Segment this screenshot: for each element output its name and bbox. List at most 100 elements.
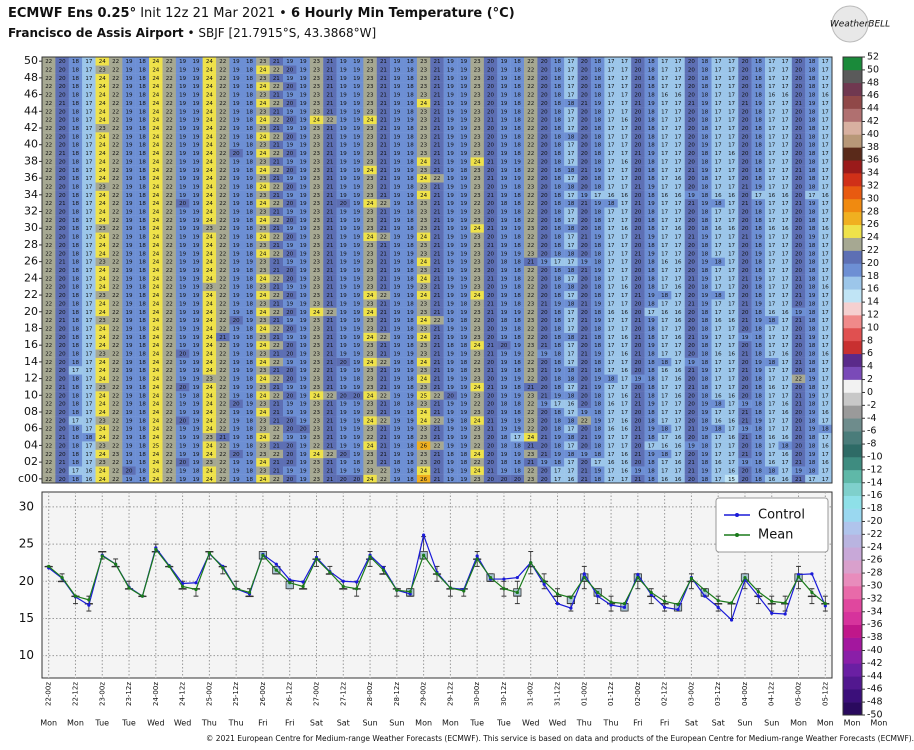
- cell-label: 19: [755, 318, 762, 324]
- heat-cell: [309, 416, 324, 425]
- cell-label: 20: [59, 235, 66, 241]
- heat-cell: [122, 424, 136, 434]
- heat-cell: [617, 441, 632, 450]
- heat-cell: [283, 307, 297, 317]
- cell-label: 17: [728, 184, 735, 190]
- cell-label: 17: [567, 443, 574, 449]
- cell-label: 22: [527, 210, 534, 216]
- heat-cell: [162, 382, 177, 392]
- heat-cell: [751, 332, 766, 342]
- cell-label: 19: [300, 151, 307, 157]
- cell-label: 19: [192, 243, 199, 249]
- heat-cell: [323, 324, 337, 333]
- cell-label: 21: [326, 218, 333, 224]
- cell-label: 17: [85, 418, 92, 424]
- cell-label: 19: [554, 368, 561, 374]
- cell-label: 23: [367, 268, 374, 274]
- heat-cell: [309, 399, 324, 409]
- heat-cell: [791, 474, 806, 484]
- cell-label: 21: [59, 260, 66, 266]
- cell-label: 17: [567, 260, 574, 266]
- cell-label: 19: [407, 293, 414, 299]
- heat-cell: [617, 324, 632, 333]
- heat-cell: [805, 407, 819, 417]
- cell-label: 17: [567, 143, 574, 149]
- cell-label: 21: [581, 352, 588, 358]
- cell-label: 21: [273, 443, 280, 449]
- heat-cell: [791, 424, 806, 434]
- cell-label: 22: [273, 168, 280, 174]
- cell-label: 17: [608, 251, 615, 257]
- heat-cell: [202, 315, 217, 325]
- cell-label: 23: [367, 402, 374, 408]
- heat-cell: [724, 432, 739, 442]
- cell-label: 17: [822, 326, 829, 332]
- heat-cell: [751, 341, 766, 350]
- cell-label: 19: [126, 293, 133, 299]
- cell-label: 20: [340, 201, 347, 207]
- heat-cell: [577, 416, 592, 425]
- cell-label: 18: [808, 402, 815, 408]
- heat-cell: [590, 399, 605, 409]
- cell-label: 19: [179, 443, 186, 449]
- heat-cell: [791, 382, 806, 392]
- cell-label: 19: [514, 310, 521, 316]
- cell-label: 18: [460, 452, 467, 458]
- cell-label: 22: [527, 352, 534, 358]
- cell-label: 23: [259, 385, 266, 391]
- cell-label: 18: [246, 251, 253, 257]
- heat-cell: [738, 349, 752, 358]
- cell-label: 20: [541, 410, 548, 416]
- heat-cell: [269, 407, 284, 417]
- title-part: Init 12z 21 Mar 2021 •: [140, 6, 287, 21]
- cell-label: 17: [85, 335, 92, 341]
- cell-label: 19: [233, 251, 240, 257]
- heat-cell: [42, 474, 56, 484]
- cell-label: 17: [567, 326, 574, 332]
- cell-label: 18: [808, 285, 815, 291]
- cell-label: 17: [728, 385, 735, 391]
- cell-label: 20: [795, 210, 802, 216]
- cell-label: 19: [594, 435, 601, 441]
- cell-label: 24: [206, 385, 213, 391]
- cell-label: 19: [353, 301, 360, 307]
- cell-label: 20: [795, 151, 802, 157]
- cell-label: 24: [152, 143, 159, 149]
- heat-cell: [684, 324, 699, 333]
- heat-cell: [537, 399, 552, 409]
- heat-cell: [390, 307, 404, 317]
- cell-label: 21: [380, 410, 387, 416]
- cell-label: 22: [45, 402, 52, 408]
- cell-label: 19: [246, 385, 253, 391]
- cell-label: 19: [179, 184, 186, 190]
- cell-label: 19: [300, 226, 307, 232]
- cell-label: 21: [380, 243, 387, 249]
- cell-label: 19: [701, 301, 708, 307]
- heat-cell: [537, 432, 552, 442]
- cell-label: 16: [608, 460, 615, 466]
- cell-label: 19: [581, 410, 588, 416]
- cell-label: 19: [179, 360, 186, 366]
- cell-label: 17: [768, 343, 775, 349]
- heat-cell: [805, 466, 819, 475]
- heat-cell: [256, 341, 270, 350]
- cell-label: 23: [259, 285, 266, 291]
- heat-cell: [216, 474, 230, 484]
- cell-label: 20: [487, 184, 494, 190]
- heat-cell: [82, 441, 96, 450]
- cell-label: 20: [59, 251, 66, 257]
- cell-label: 19: [300, 285, 307, 291]
- cell-label: 18: [500, 402, 507, 408]
- cell-label: 19: [192, 143, 199, 149]
- heat-cell: [309, 349, 324, 358]
- cell-label: 19: [701, 276, 708, 282]
- cell-label: 17: [715, 235, 722, 241]
- cell-label: 20: [795, 143, 802, 149]
- cell-label: 17: [782, 218, 789, 224]
- heat-cell: [256, 466, 270, 475]
- heat-cell: [671, 374, 685, 383]
- heat-cell: [765, 399, 779, 409]
- cell-label: 21: [434, 218, 441, 224]
- heat-cell: [82, 399, 96, 409]
- cell-label: 19: [447, 193, 454, 199]
